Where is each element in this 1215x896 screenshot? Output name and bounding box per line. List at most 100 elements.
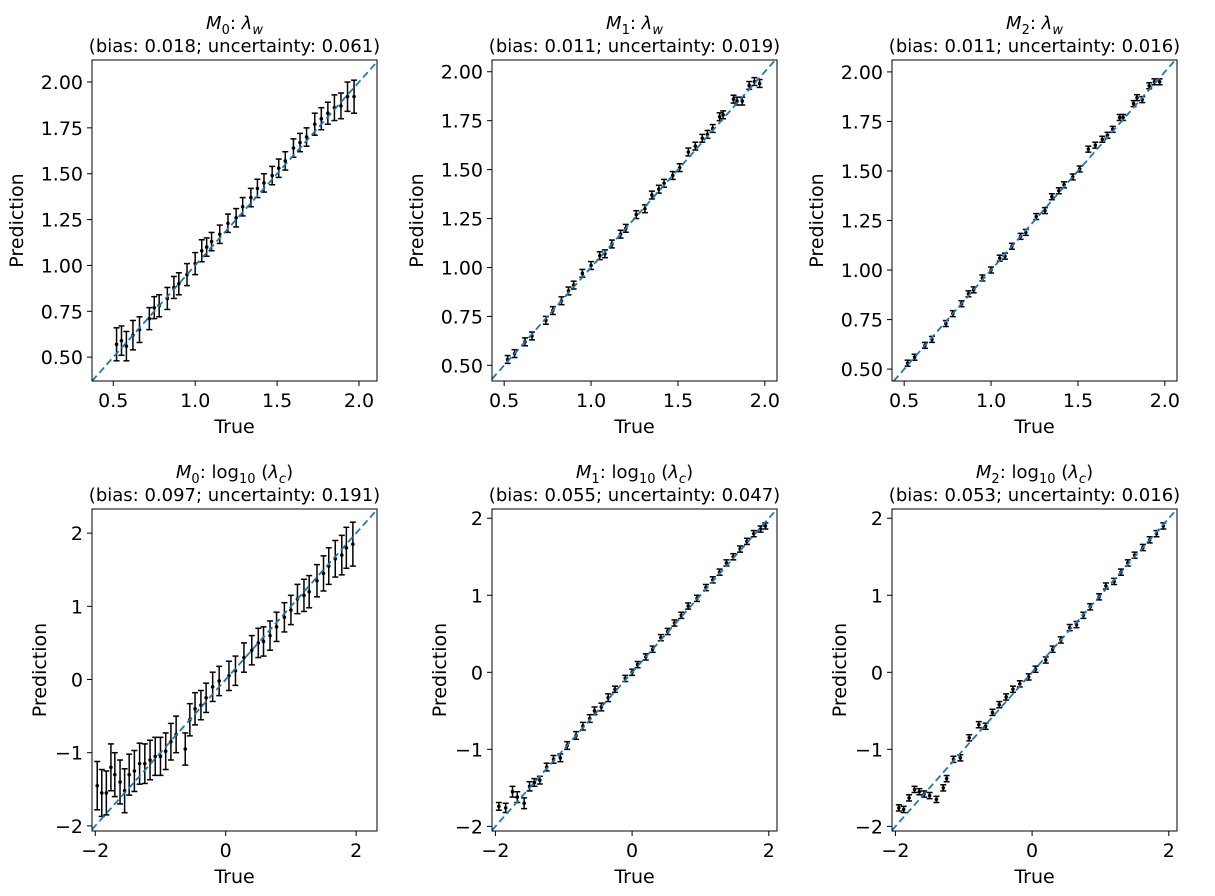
point-marker [143, 761, 147, 766]
point-marker [997, 702, 1002, 707]
point-marker [163, 749, 168, 754]
point-marker [344, 545, 349, 550]
data-point [1033, 212, 1040, 221]
point-marker [226, 221, 230, 226]
point-marker [522, 801, 526, 806]
point-marker [321, 571, 326, 576]
x-tick-label: 1.5 [663, 390, 693, 412]
data-point [940, 784, 947, 792]
data-point [526, 780, 533, 792]
panel-row-2-col-3: −2 0 2 −2 −1 0 1 2 True Prediction M2: log10 (λc)(… [829, 462, 1180, 888]
data-point [612, 685, 619, 694]
point-marker [183, 747, 188, 751]
x-tick-label: 2.0 [750, 390, 780, 412]
data-points [504, 76, 763, 365]
point-marker [747, 83, 751, 88]
x-axis-label: True [213, 416, 254, 438]
y-tick-label: 1 [71, 596, 83, 618]
y-tick-label: −1 [855, 739, 883, 761]
x-tick-label: 0 [626, 840, 638, 862]
y-tick-label: 2.00 [441, 62, 483, 84]
data-point [151, 295, 158, 320]
data-point [926, 791, 933, 800]
y-tick-label: 1.50 [441, 160, 483, 182]
point-marker [326, 111, 330, 115]
point-marker [307, 589, 311, 594]
x-tick-label: 1.0 [180, 390, 210, 412]
data-point [634, 660, 641, 669]
x-tick-label: 1.0 [976, 390, 1006, 412]
point-marker [104, 791, 109, 795]
point-marker [1135, 95, 1139, 100]
point-marker [510, 789, 515, 794]
point-marker [352, 94, 356, 99]
point-marker [912, 355, 917, 360]
data-point [287, 594, 294, 626]
point-marker [657, 187, 661, 191]
point-marker [763, 524, 768, 528]
y-tick-label: 1.00 [441, 257, 483, 279]
y-tick-label: −2 [455, 816, 483, 838]
y-tick-label: −2 [55, 816, 83, 838]
identity-reference-line [893, 60, 1176, 381]
point-marker [204, 245, 209, 249]
panel-subtitle: (bias: 0.097; uncertainty: 0.191) [89, 485, 380, 506]
data-point [267, 620, 274, 651]
y-tick-label: 1.75 [841, 111, 883, 133]
point-marker [958, 756, 963, 760]
point-marker [1100, 137, 1105, 142]
point-marker [1117, 115, 1122, 120]
point-marker [132, 769, 137, 773]
point-marker [731, 97, 736, 101]
x-tick-label: 2.0 [344, 390, 374, 412]
data-point [1009, 685, 1016, 694]
point-marker [1043, 658, 1048, 662]
x-tick-label: 0.5 [489, 390, 519, 412]
y-tick-label: 0.75 [441, 306, 483, 328]
point-marker [662, 181, 666, 186]
y-tick-label: 2 [871, 508, 883, 530]
point-marker [721, 113, 725, 117]
point-marker [240, 204, 245, 209]
data-point [982, 722, 989, 731]
data-point [349, 521, 356, 567]
point-marker [1018, 682, 1022, 686]
point-marker [1131, 101, 1136, 106]
point-marker [274, 625, 279, 629]
data-point [146, 306, 153, 331]
point-marker [740, 99, 745, 103]
data-point [1048, 193, 1055, 201]
x-axis-label: True [1013, 866, 1054, 888]
data-point [314, 563, 320, 598]
point-marker [270, 173, 274, 178]
point-marker [1157, 79, 1162, 84]
y-tick-label: 1.00 [41, 255, 83, 277]
point-marker [217, 232, 222, 237]
data-point [131, 749, 138, 793]
point-marker [751, 531, 756, 536]
x-axis-label: True [613, 866, 654, 888]
point-marker [249, 648, 254, 653]
data-point [273, 611, 280, 643]
data-point [216, 665, 223, 697]
point-marker [967, 735, 972, 740]
point-marker [1034, 214, 1039, 219]
data-point [121, 768, 128, 814]
point-marker [319, 116, 324, 121]
data-point [678, 611, 685, 620]
x-tick-label: −2 [81, 840, 109, 862]
point-marker [304, 135, 309, 139]
identity-reference-line [92, 61, 377, 381]
y-tick-label: 2 [71, 523, 83, 545]
point-marker [302, 593, 306, 598]
data-point [225, 660, 232, 692]
point-marker [114, 342, 119, 347]
point-marker [99, 791, 104, 795]
x-tick-label: 2 [763, 840, 775, 862]
panel-row-2-col-2: −2 0 2 −2 −1 0 1 2 True Prediction M1: log10 (λc)(… [429, 462, 780, 888]
data-point [175, 272, 182, 296]
data-point [320, 555, 327, 592]
data-point [260, 626, 267, 657]
data-point [197, 689, 204, 721]
y-tick-label: 1.00 [841, 260, 883, 282]
